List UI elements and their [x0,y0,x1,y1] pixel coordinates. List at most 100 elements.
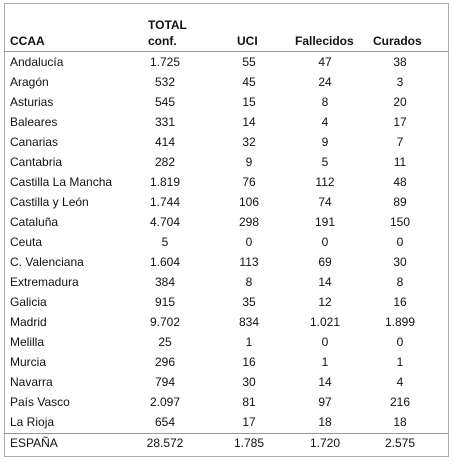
cell: 5 [322,155,329,169]
cell: 545 [155,95,175,109]
cell: 30 [242,375,256,389]
cell: 298 [239,215,259,229]
row-label: Aragón [10,75,49,89]
cell: 18 [318,415,332,429]
cell: 216 [390,395,410,409]
cell: 20 [393,95,407,109]
cell: 9 [246,155,253,169]
cell: 45 [242,75,256,89]
cell: 1 [246,335,253,349]
cell: 8 [246,275,253,289]
cell: 24 [318,75,332,89]
cell: 14 [318,375,332,389]
total-cell: 28.572 [147,436,184,450]
cell: 794 [155,375,175,389]
cell: 191 [315,215,335,229]
row-label: Extremadura [10,275,79,289]
cell: 38 [393,55,407,69]
cell: 915 [155,295,175,309]
cell: 4 [397,375,404,389]
cell: 113 [239,255,258,269]
cell: 1 [322,355,329,369]
row-label: Cataluña [10,215,58,229]
cell: 17 [242,415,256,429]
cell: 9 [322,135,329,149]
header-cell: conf. [148,34,177,48]
cell: 76 [242,175,256,189]
cell: 0 [246,235,253,249]
table-frame [4,3,449,457]
header-cell: TOTAL [148,18,187,32]
cell: 9.702 [150,315,180,329]
cell: 32 [242,135,256,149]
cell: 25 [158,335,172,349]
header-cell: UCI [237,34,258,48]
cell: 18 [393,415,407,429]
cell: 384 [155,275,175,289]
cell: 11 [394,155,407,169]
cell: 0 [397,235,404,249]
row-label: Castilla La Mancha [10,175,112,189]
cell: 0 [322,235,329,249]
row-label: Cantabria [10,155,62,169]
row-label: Galicia [10,295,47,309]
cell: 5 [162,235,169,249]
cell: 17 [393,115,407,129]
cell: 3 [397,75,404,89]
cell: 69 [318,255,332,269]
cell: 89 [393,195,407,209]
total-cell: 1.785 [234,436,264,450]
cell: 74 [318,195,332,209]
cell: 0 [397,335,404,349]
cell: 8 [397,275,404,289]
header-cell: Curados [373,34,422,48]
cell: 12 [318,295,332,309]
cell: 14 [242,115,256,129]
cell: 1.604 [150,255,180,269]
cell: 1.744 [150,195,180,209]
cell: 1.725 [150,55,180,69]
total-label: ESPAÑA [10,436,58,450]
total-cell: 2.575 [385,436,415,450]
row-label: Baleares [10,115,57,129]
cell: 1.819 [150,175,180,189]
cell: 81 [242,395,256,409]
cell: 112 [315,175,334,189]
cell: 4 [322,115,329,129]
row-label: Canarias [10,135,58,149]
row-label: Castilla y León [10,195,89,209]
row-label: Ceuta [10,235,42,249]
header-cell: Fallecidos [295,34,354,48]
row-label: Asturias [10,95,53,109]
cell: 16 [393,295,407,309]
row-label: Madrid [10,315,47,329]
cell: 15 [242,95,256,109]
row-label: La Rioja [10,415,54,429]
row-label: Andalucía [10,55,64,69]
cell: 654 [155,415,175,429]
cell: 331 [155,115,175,129]
row-label: Navarra [10,375,53,389]
cell: 2.097 [150,395,180,409]
row-label: Murcia [10,355,46,369]
cell: 1.021 [310,315,340,329]
cell: 8 [322,95,329,109]
cell: 1 [397,355,404,369]
cell: 14 [318,275,332,289]
total-cell: 1.720 [310,436,340,450]
cell: 47 [318,55,332,69]
cell: 150 [390,215,410,229]
cell: 0 [322,335,329,349]
cell: 16 [242,355,256,369]
header-cell: CCAA [10,34,45,48]
cell: 106 [239,195,259,209]
cell: 48 [393,175,407,189]
cell: 282 [155,155,175,169]
row-label: C. Valenciana [10,255,84,269]
cell: 1.899 [385,315,415,329]
cell: 414 [155,135,175,149]
row-label: Melilla [10,335,44,349]
cell: 4.704 [150,215,180,229]
